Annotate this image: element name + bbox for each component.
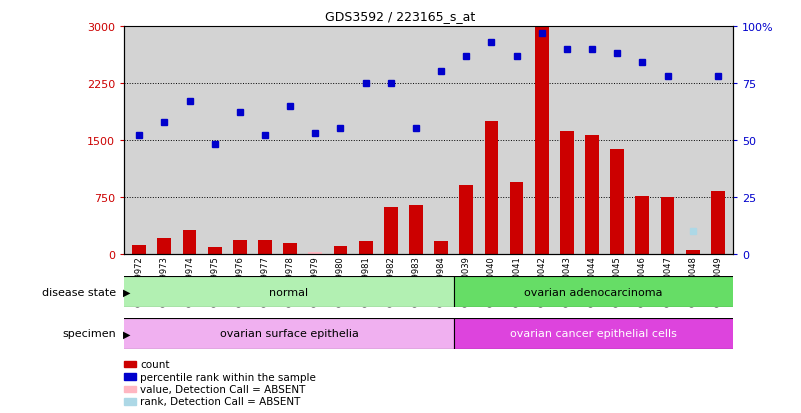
Text: normal: normal [269, 287, 308, 297]
Bar [509, 182, 524, 254]
Bar [124, 318, 454, 349]
Text: specimen: specimen [62, 328, 116, 339]
Bar [686, 250, 699, 254]
Bar [308, 252, 322, 254]
Text: value, Detection Call = ABSENT: value, Detection Call = ABSENT [140, 384, 305, 394]
Bar [485, 121, 498, 254]
Bar [333, 246, 348, 254]
Text: ovarian cancer epithelial cells: ovarian cancer epithelial cells [510, 328, 677, 339]
Bar [183, 230, 196, 254]
Bar [535, 28, 549, 254]
Bar [454, 277, 733, 308]
Bar [158, 238, 171, 254]
Text: ▶: ▶ [123, 287, 130, 297]
Text: percentile rank within the sample: percentile rank within the sample [140, 372, 316, 382]
Bar [124, 277, 454, 308]
Bar [207, 247, 222, 254]
Bar [610, 150, 624, 254]
Bar [434, 241, 448, 254]
Bar [233, 241, 247, 254]
Bar [454, 318, 733, 349]
Bar [359, 241, 372, 254]
Text: ovarian surface epithelia: ovarian surface epithelia [219, 328, 359, 339]
Bar [384, 207, 398, 254]
Bar [635, 197, 650, 254]
Text: rank, Detection Call = ABSENT: rank, Detection Call = ABSENT [140, 396, 300, 406]
Bar [711, 192, 725, 254]
Bar [284, 243, 297, 254]
Text: ▶: ▶ [123, 328, 130, 339]
Text: disease state: disease state [42, 287, 116, 297]
Bar [560, 131, 574, 254]
Text: count: count [140, 359, 170, 369]
Bar [258, 241, 272, 254]
Bar [585, 136, 599, 254]
Text: GDS3592 / 223165_s_at: GDS3592 / 223165_s_at [325, 10, 476, 23]
Bar [132, 245, 146, 254]
Bar [409, 206, 423, 254]
Text: ovarian adenocarcinoma: ovarian adenocarcinoma [524, 287, 662, 297]
Bar [661, 198, 674, 254]
Bar [459, 186, 473, 254]
